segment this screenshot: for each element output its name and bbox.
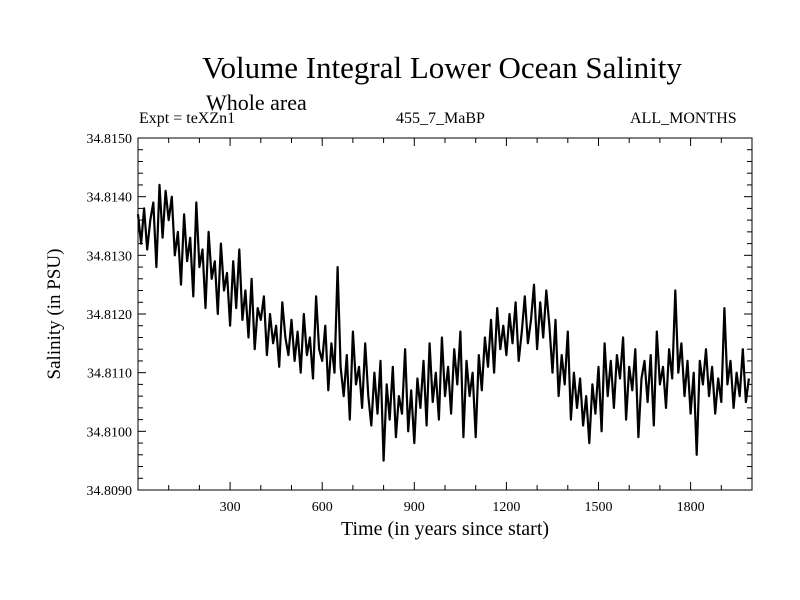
y-tick-label: 34.8130	[87, 249, 133, 264]
x-tick-label: 1800	[677, 500, 705, 515]
y-tick-label: 34.8100	[87, 425, 133, 440]
x-axis-label: Time (in years since start)	[340, 518, 550, 540]
y-tick-label: 34.8140	[87, 191, 133, 206]
y-tick-label: 34.8120	[87, 308, 133, 323]
experiment-label: Expt = teXZn1	[139, 110, 236, 127]
series-layer	[136, 183, 750, 462]
x-tick-label: 300	[220, 500, 241, 515]
axes-layer: 300 600 900 1200 1500 1800 34.8150 34.8140 34.81…	[87, 132, 753, 515]
chart-title: Volume Integral Lower Ocean Salinity	[202, 50, 682, 85]
y-tick-label: 34.8150	[87, 132, 133, 147]
chart-subtitle: Whole area	[206, 90, 307, 115]
x-tick-label: 900	[404, 500, 425, 515]
months-label: ALL_MONTHS	[630, 110, 737, 127]
x-tick-label: 1500	[585, 500, 613, 515]
run-label: 455_7_MaBP	[396, 110, 485, 127]
y-tick-label: 34.8090	[87, 484, 133, 499]
x-tick-label: 600	[312, 500, 333, 515]
x-tick-label: 1200	[492, 500, 520, 515]
series-line-salinity	[136, 183, 750, 462]
y-tick-label: 34.8110	[87, 367, 132, 382]
